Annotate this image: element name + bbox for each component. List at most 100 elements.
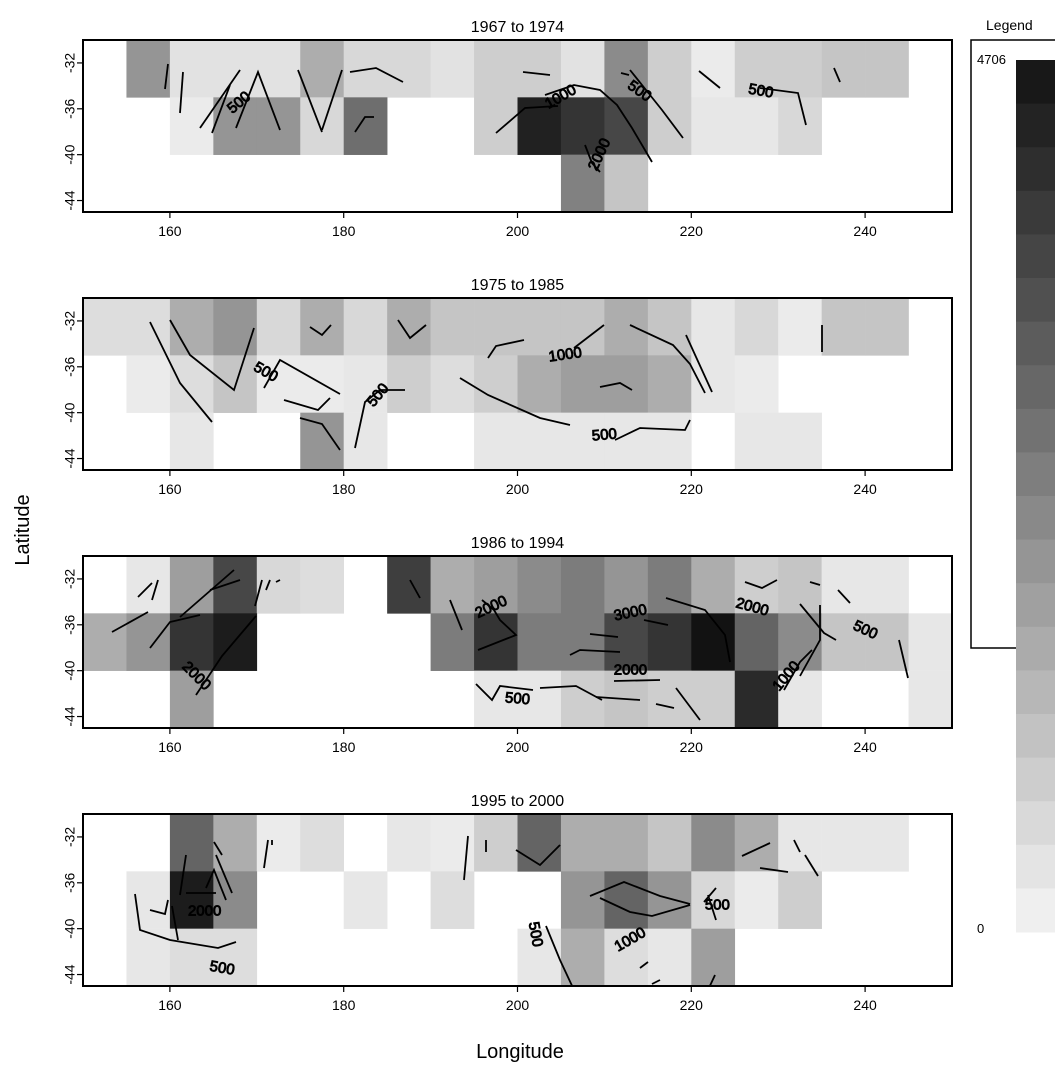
heatmap-cell bbox=[647, 871, 692, 929]
panel-title: 1975 to 1985 bbox=[471, 277, 565, 294]
heatmap-cell bbox=[908, 613, 952, 671]
heatmap-cell bbox=[517, 40, 562, 98]
contour-line bbox=[397, 319, 427, 340]
y-tick-label: -32 bbox=[62, 827, 78, 847]
heatmap-cell bbox=[865, 556, 909, 614]
contour-line bbox=[665, 597, 731, 663]
legend-swatch bbox=[1016, 408, 1055, 453]
heatmap-cell bbox=[691, 97, 736, 155]
heatmap-cell bbox=[474, 412, 518, 470]
y-tick-label: -44 bbox=[62, 706, 78, 726]
legend-swatch bbox=[1016, 190, 1055, 235]
contour-line bbox=[589, 881, 691, 905]
x-tick-label: 160 bbox=[158, 481, 182, 497]
heatmap-cell bbox=[300, 97, 344, 155]
contour-line bbox=[275, 579, 281, 583]
x-tick-label: 220 bbox=[680, 223, 704, 239]
contour-label: 1000 bbox=[548, 344, 583, 365]
x-tick-label: 200 bbox=[506, 739, 530, 755]
contour-line bbox=[354, 389, 405, 449]
legend-swatch bbox=[1016, 321, 1055, 366]
contour-line bbox=[111, 611, 149, 633]
contour-line bbox=[651, 979, 661, 985]
contour-line bbox=[283, 397, 331, 412]
legend-swatch bbox=[1016, 278, 1055, 323]
x-tick-label: 220 bbox=[680, 739, 704, 755]
heatmap-cell bbox=[474, 670, 518, 728]
heatmap-cell bbox=[430, 355, 475, 413]
heatmap-cell bbox=[169, 97, 214, 155]
heatmap-cell bbox=[821, 613, 866, 671]
contour-line bbox=[833, 67, 841, 83]
contour-line bbox=[708, 974, 716, 986]
heatmap-cell bbox=[647, 40, 692, 98]
heatmap-cell bbox=[169, 298, 214, 356]
contour-line bbox=[321, 69, 343, 131]
contour-line bbox=[539, 685, 603, 701]
contour-line bbox=[629, 324, 706, 394]
y-tick-label: -32 bbox=[62, 569, 78, 589]
x-tick-label: 220 bbox=[680, 481, 704, 497]
contour-line bbox=[685, 334, 713, 393]
heatmap-cell bbox=[778, 412, 822, 470]
heatmap-cell bbox=[821, 298, 866, 356]
contour-line bbox=[349, 67, 404, 83]
contour-line bbox=[793, 839, 801, 853]
heatmap-cell bbox=[256, 40, 301, 98]
x-tick-label: 160 bbox=[158, 739, 182, 755]
contour-line bbox=[459, 377, 571, 426]
contour-line bbox=[744, 579, 778, 589]
x-tick-label: 240 bbox=[853, 997, 877, 1013]
heatmap-cell bbox=[865, 298, 909, 356]
heatmap-cell bbox=[126, 613, 171, 671]
heatmap-cell bbox=[169, 412, 214, 470]
heatmap-cell bbox=[560, 814, 605, 872]
heatmap-cell bbox=[691, 928, 736, 986]
heatmap-cell bbox=[300, 556, 344, 614]
heatmap-cell bbox=[778, 670, 822, 728]
legend-title: Legend bbox=[986, 17, 1033, 33]
heatmap-cell bbox=[474, 814, 518, 872]
panel-title: 1967 to 1974 bbox=[471, 19, 565, 36]
contours bbox=[149, 319, 823, 451]
legend-swatch bbox=[1016, 844, 1055, 889]
heatmap-cell bbox=[560, 97, 605, 155]
legend-swatch bbox=[1016, 583, 1055, 628]
heatmap-cell bbox=[691, 355, 736, 413]
heatmap-cell bbox=[734, 412, 779, 470]
heatmap-cell bbox=[387, 556, 431, 614]
heatmap-cell bbox=[604, 871, 649, 929]
contour-line bbox=[639, 961, 649, 969]
heatmap-cell bbox=[213, 97, 258, 155]
x-tick-label: 160 bbox=[158, 223, 182, 239]
heatmap-cell bbox=[213, 556, 258, 614]
heatmap-cell bbox=[343, 298, 388, 356]
heatmap-cell bbox=[517, 556, 562, 614]
legend-swatch bbox=[1016, 365, 1055, 410]
contour-line bbox=[179, 569, 235, 618]
contour-line bbox=[613, 679, 661, 682]
heatmap-cell bbox=[343, 97, 388, 155]
contour-line bbox=[449, 599, 463, 631]
heatmap-cell bbox=[517, 298, 562, 356]
contour-line bbox=[629, 69, 684, 139]
y-tick-label: -44 bbox=[62, 190, 78, 210]
contour-line bbox=[151, 579, 159, 601]
contour-line bbox=[515, 844, 561, 867]
contour-line bbox=[620, 72, 630, 76]
heatmap-cell bbox=[560, 556, 605, 614]
heatmap-cell bbox=[734, 814, 779, 872]
heatmap-cell bbox=[604, 97, 649, 155]
heatmap-cell bbox=[300, 412, 344, 470]
heatmap-cell bbox=[517, 613, 562, 671]
heatmap-cell bbox=[474, 556, 518, 614]
contour-line bbox=[149, 321, 213, 423]
heatmap-cell bbox=[778, 814, 822, 872]
heatmap-cell bbox=[647, 814, 692, 872]
heatmap-cell bbox=[778, 298, 822, 356]
heatmap-cell bbox=[560, 154, 605, 212]
contour-line bbox=[171, 905, 179, 941]
contour-line bbox=[134, 893, 237, 949]
heatmap-cell bbox=[169, 613, 214, 671]
